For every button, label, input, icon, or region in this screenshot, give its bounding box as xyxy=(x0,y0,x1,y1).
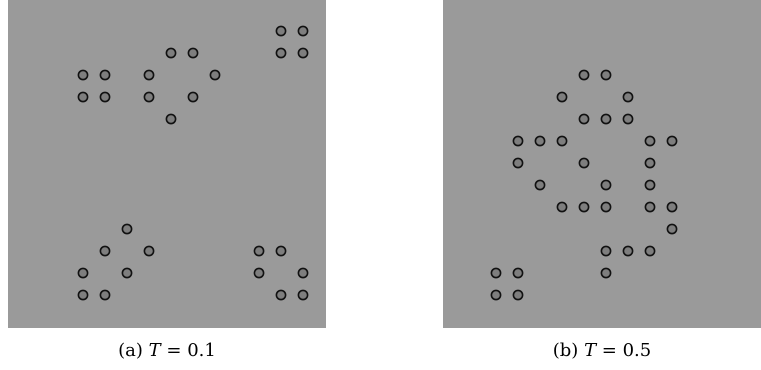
live-cell xyxy=(556,135,568,147)
live-cell xyxy=(143,91,155,103)
live-cell xyxy=(666,135,678,147)
live-cell xyxy=(644,179,656,191)
live-cell xyxy=(644,245,656,257)
live-cell xyxy=(600,179,612,191)
live-cell xyxy=(556,91,568,103)
live-cell xyxy=(297,25,309,37)
live-cell xyxy=(622,245,634,257)
live-cell xyxy=(578,201,590,213)
live-cell xyxy=(297,289,309,301)
live-cell xyxy=(143,69,155,81)
caption-a-variable: T xyxy=(148,340,161,361)
live-cell xyxy=(578,157,590,169)
live-cell xyxy=(644,135,656,147)
live-cell xyxy=(187,47,199,59)
live-cell xyxy=(644,157,656,169)
live-cell xyxy=(534,179,546,191)
live-cell xyxy=(512,135,524,147)
live-cell xyxy=(77,289,89,301)
caption-b-variable: T xyxy=(584,340,597,361)
live-cell xyxy=(99,91,111,103)
live-cell xyxy=(600,201,612,213)
live-cell xyxy=(275,25,287,37)
live-cell xyxy=(209,69,221,81)
live-cell xyxy=(77,91,89,103)
live-cell xyxy=(578,113,590,125)
live-cell xyxy=(622,91,634,103)
live-cell xyxy=(297,47,309,59)
live-cell xyxy=(534,135,546,147)
live-cell xyxy=(490,267,502,279)
live-cell xyxy=(666,201,678,213)
live-cell xyxy=(297,267,309,279)
panel-b-cells xyxy=(490,69,678,301)
live-cell xyxy=(600,69,612,81)
live-cell xyxy=(77,267,89,279)
live-cell xyxy=(644,201,656,213)
live-cell xyxy=(600,267,612,279)
live-cell xyxy=(275,47,287,59)
caption-b-equals: = xyxy=(596,340,623,361)
live-cell xyxy=(165,47,177,59)
caption-a-equals: = xyxy=(160,340,188,361)
live-cell xyxy=(99,69,111,81)
live-cell xyxy=(253,245,265,257)
panel-a-grid xyxy=(8,0,326,328)
caption-a: (a) T = 0.1 xyxy=(8,340,326,361)
live-cell xyxy=(121,223,133,235)
live-cell xyxy=(512,157,524,169)
live-cell xyxy=(512,267,524,279)
live-cell xyxy=(600,113,612,125)
live-cell xyxy=(187,91,199,103)
live-cell xyxy=(578,69,590,81)
caption-a-value: 0.1 xyxy=(187,340,216,361)
live-cell xyxy=(99,289,111,301)
caption-b-label: (b) xyxy=(552,340,579,361)
live-cell xyxy=(77,69,89,81)
live-cell xyxy=(622,113,634,125)
live-cell xyxy=(556,201,568,213)
caption-a-label: (a) xyxy=(118,340,143,361)
live-cell xyxy=(143,245,155,257)
live-cell xyxy=(275,245,287,257)
live-cell xyxy=(490,289,502,301)
panel-b-grid xyxy=(443,0,761,328)
live-cell xyxy=(99,245,111,257)
live-cell xyxy=(253,267,265,279)
live-cell xyxy=(121,267,133,279)
live-cell xyxy=(275,289,287,301)
live-cell xyxy=(600,245,612,257)
panel-a-cells xyxy=(77,25,309,301)
live-cell xyxy=(666,223,678,235)
live-cell xyxy=(512,289,524,301)
caption-b: (b) T = 0.5 xyxy=(443,340,761,361)
live-cell xyxy=(165,113,177,125)
caption-b-value: 0.5 xyxy=(622,340,652,361)
